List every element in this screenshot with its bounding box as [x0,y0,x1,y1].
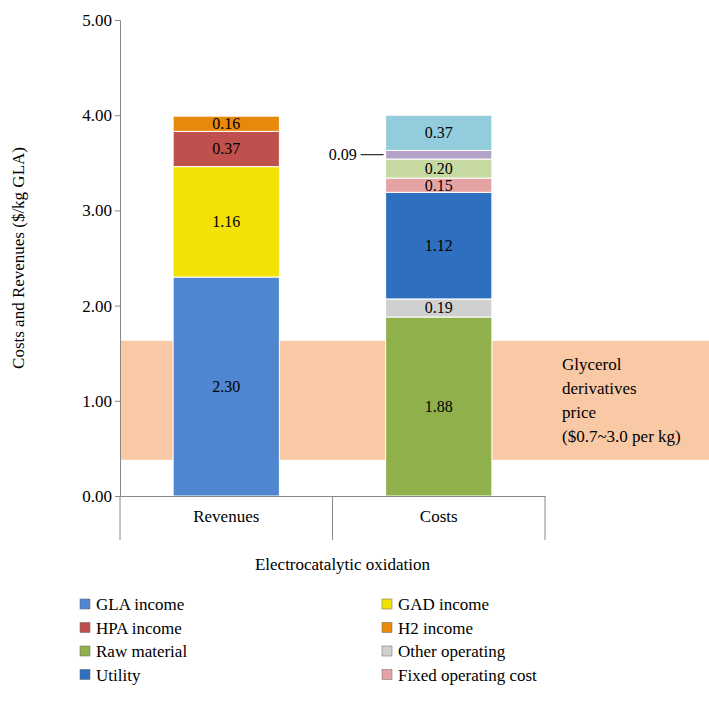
y-axis-line [115,21,121,497]
legend-swatch [80,623,90,633]
shaded-range-label-line: derivatives [562,379,637,398]
y-tick-label: 2.00 [82,297,112,316]
data-label: 1.12 [425,237,453,254]
y-axis: 0.00 1.00 2.00 3.00 4.00 5.00 [82,11,120,506]
y-tick: 1.00 [82,392,120,411]
x-tick-label: Costs [420,507,458,526]
bar-segment [386,317,492,496]
y-tick-mark [115,496,120,497]
data-label: 0.20 [425,160,453,177]
data-label: 0.09 [329,146,357,163]
bar-segment [386,192,492,299]
y-tick: 3.00 [82,201,120,220]
legend-swatch [80,599,90,609]
category-separator [332,496,333,540]
bar-segment [173,131,279,166]
legend-label: Raw material [96,642,187,661]
x-tick-label: Revenues [193,507,259,526]
shaded-range-label: Glycerol derivatives price ($0.7~3.0 per kg… [562,355,681,446]
y-tick-label: 1.00 [82,392,112,411]
legend-label: H2 income [398,619,473,638]
data-label: 2.30 [212,378,240,395]
data-label: 1.88 [425,398,453,415]
legend-swatch [382,599,392,609]
legend-item: H2 income [382,619,473,638]
leader-line [361,154,384,155]
data-label: 0.19 [425,299,453,316]
x-tick: Costs [420,507,458,526]
legend-swatch [80,646,90,656]
y-tick: 2.00 [82,297,120,316]
legend-swatch [382,670,392,680]
legend-label: GLA income [96,595,184,614]
bar-segment [386,115,492,150]
shaded-range-label-line: ($0.7~3.0 per kg) [562,427,681,446]
legend-label: Utility [96,666,141,685]
y-tick-mark [115,20,120,21]
y-tick-mark [115,306,120,307]
bar-segment [386,150,492,159]
legend-label: GAD income [398,595,489,614]
legend-item: Raw material [80,642,187,661]
data-labels: 2.30 1.16 0.37 0.16 1.88 0.19 1.12 0.150.20 0.09… [212,115,453,415]
y-tick-label: 0.00 [82,487,112,506]
y-tick-mark [115,210,120,211]
chart: Glycerol derivatives price ($0.7~3.0 per kg… [0,0,709,709]
legend-swatch [382,646,392,656]
legend-swatch [382,623,392,633]
data-label: 0.15 [425,177,453,194]
x-tick: Revenues [193,507,259,526]
bar-segment [386,299,492,317]
data-label: 0.37 [212,140,240,157]
legend-item: HPA income [80,619,182,638]
y-tick-label: 3.00 [82,201,112,220]
bar-segment [173,116,279,131]
shaded-range-label-line: Glycerol [562,355,622,374]
y-tick-label: 5.00 [82,11,112,30]
legend-item: Other operating [382,642,506,661]
bars [173,115,492,496]
y-tick-label: 4.00 [82,106,112,125]
bar-segment [386,159,492,178]
legend-label: Fixed operating cost [398,666,537,685]
bar-segment [173,167,279,277]
category-separator [120,496,121,540]
legend-item: Fixed operating cost [382,666,537,685]
legend-label: Other operating [398,642,506,661]
y-tick-mark [115,115,120,116]
bar-segment [173,277,279,496]
legend-item: GAD income [382,595,489,614]
legend-label: HPA income [96,619,182,638]
x-axis-title: Electrocatalytic oxidation [255,555,431,574]
data-label: 0.16 [212,115,240,132]
data-label: 0.37 [425,124,453,141]
legend-swatch [80,670,90,680]
y-tick: 5.00 [82,11,120,30]
data-label: 1.16 [212,213,240,230]
category-separator [545,496,546,540]
y-tick-mark [115,401,120,402]
y-tick: 0.00 [82,487,120,506]
shaded-range-label-line: price [562,403,596,422]
legend-item: Utility [80,666,141,685]
y-tick: 4.00 [82,106,120,125]
legend-item: GLA income [80,595,184,614]
y-axis-title: Costs and Revenues ($/kg GLA) [9,147,28,369]
legend: GLA income GAD income HPA income H2 income R… [80,595,537,685]
